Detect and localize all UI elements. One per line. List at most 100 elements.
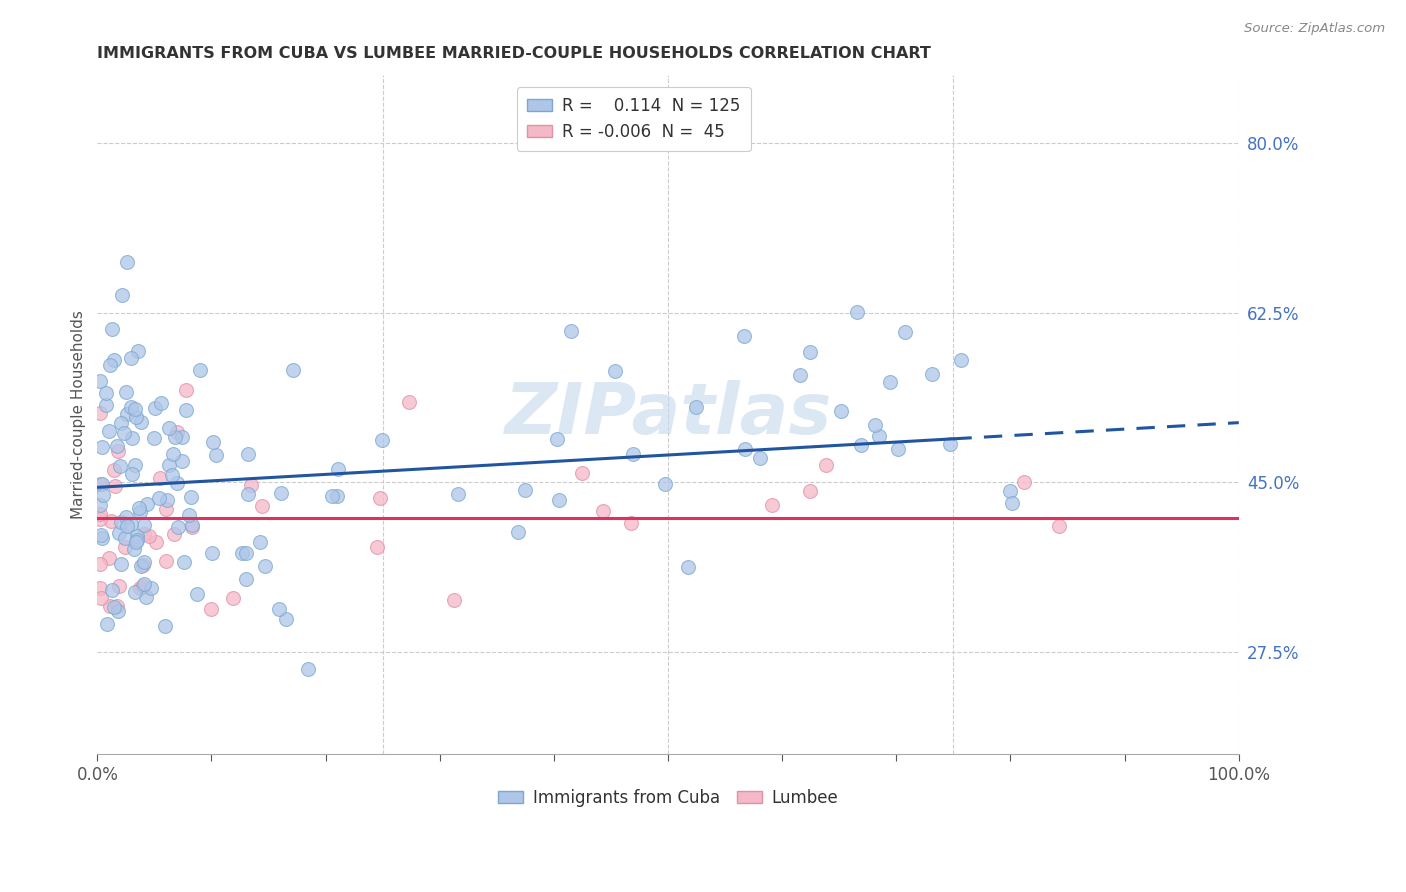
Point bbox=[270, 486, 292, 500]
Point bbox=[120, 517, 142, 532]
Point bbox=[155, 554, 177, 568]
Point bbox=[117, 407, 139, 421]
Point bbox=[603, 364, 626, 378]
Text: IMMIGRANTS FROM CUBA VS LUMBEE MARRIED-COUPLE HOUSEHOLDS CORRELATION CHART: IMMIGRANTS FROM CUBA VS LUMBEE MARRIED-C… bbox=[97, 46, 931, 62]
Point bbox=[101, 322, 124, 336]
Point bbox=[149, 471, 172, 485]
Point bbox=[814, 458, 837, 473]
Point bbox=[830, 404, 852, 418]
Point bbox=[326, 489, 349, 503]
Point bbox=[173, 555, 195, 569]
Point bbox=[733, 329, 755, 343]
Point bbox=[90, 528, 112, 542]
Point bbox=[89, 406, 111, 420]
Point bbox=[250, 499, 273, 513]
Point bbox=[132, 579, 155, 593]
Point bbox=[789, 368, 811, 382]
Point bbox=[89, 582, 111, 596]
Point bbox=[91, 441, 114, 455]
Point bbox=[180, 491, 202, 505]
Point bbox=[127, 533, 149, 548]
Point bbox=[863, 418, 886, 433]
Point bbox=[894, 325, 917, 339]
Point bbox=[107, 604, 129, 618]
Point bbox=[188, 362, 211, 376]
Point bbox=[125, 528, 148, 542]
Point bbox=[110, 417, 132, 431]
Point bbox=[297, 662, 319, 676]
Point bbox=[548, 492, 571, 507]
Point bbox=[166, 425, 188, 439]
Point bbox=[939, 437, 962, 451]
Point bbox=[321, 489, 343, 503]
Point bbox=[274, 612, 297, 626]
Point bbox=[135, 591, 157, 605]
Point bbox=[172, 429, 194, 443]
Point bbox=[621, 447, 644, 461]
Point bbox=[110, 558, 132, 572]
Point bbox=[200, 601, 222, 615]
Point bbox=[157, 458, 180, 473]
Point bbox=[132, 577, 155, 591]
Point bbox=[125, 410, 148, 425]
Point bbox=[124, 585, 146, 599]
Point bbox=[748, 451, 770, 466]
Point bbox=[100, 582, 122, 597]
Point bbox=[89, 511, 111, 525]
Point bbox=[200, 546, 222, 560]
Point bbox=[235, 572, 257, 586]
Point bbox=[620, 516, 643, 530]
Point bbox=[91, 477, 114, 491]
Point bbox=[93, 487, 115, 501]
Point bbox=[508, 525, 530, 540]
Point bbox=[114, 531, 136, 545]
Text: Source: ZipAtlas.com: Source: ZipAtlas.com bbox=[1244, 22, 1385, 36]
Point bbox=[174, 402, 197, 417]
Point bbox=[103, 353, 125, 368]
Point bbox=[110, 515, 132, 529]
Point bbox=[269, 602, 291, 616]
Point bbox=[160, 467, 183, 482]
Point bbox=[186, 587, 208, 601]
Point bbox=[163, 430, 186, 444]
Point bbox=[121, 431, 143, 445]
Point bbox=[868, 429, 890, 443]
Point bbox=[235, 546, 257, 560]
Point bbox=[115, 385, 138, 400]
Point bbox=[799, 483, 821, 498]
Point bbox=[156, 492, 179, 507]
Point bbox=[122, 542, 145, 557]
Point bbox=[90, 591, 112, 606]
Point bbox=[128, 504, 150, 518]
Point bbox=[104, 479, 127, 493]
Point bbox=[155, 502, 177, 516]
Point bbox=[166, 475, 188, 490]
Point bbox=[231, 546, 253, 560]
Point bbox=[281, 363, 304, 377]
Point bbox=[879, 375, 901, 389]
Point bbox=[105, 439, 128, 453]
Point bbox=[368, 491, 391, 506]
Point bbox=[949, 352, 972, 367]
Point bbox=[851, 438, 873, 452]
Point bbox=[128, 500, 150, 515]
Point bbox=[162, 447, 184, 461]
Point bbox=[96, 385, 118, 400]
Point bbox=[103, 463, 125, 477]
Point bbox=[138, 529, 160, 543]
Point bbox=[328, 462, 350, 476]
Point bbox=[90, 531, 112, 545]
Point bbox=[111, 288, 134, 302]
Point bbox=[1001, 496, 1024, 510]
Point bbox=[89, 507, 111, 521]
Point bbox=[120, 400, 142, 414]
Point bbox=[685, 401, 707, 415]
Point bbox=[132, 558, 155, 572]
Point bbox=[240, 478, 263, 492]
Point bbox=[249, 534, 271, 549]
Point bbox=[254, 558, 277, 573]
Point bbox=[181, 517, 204, 532]
Point bbox=[89, 374, 111, 388]
Point bbox=[592, 504, 614, 518]
Point bbox=[180, 520, 202, 534]
